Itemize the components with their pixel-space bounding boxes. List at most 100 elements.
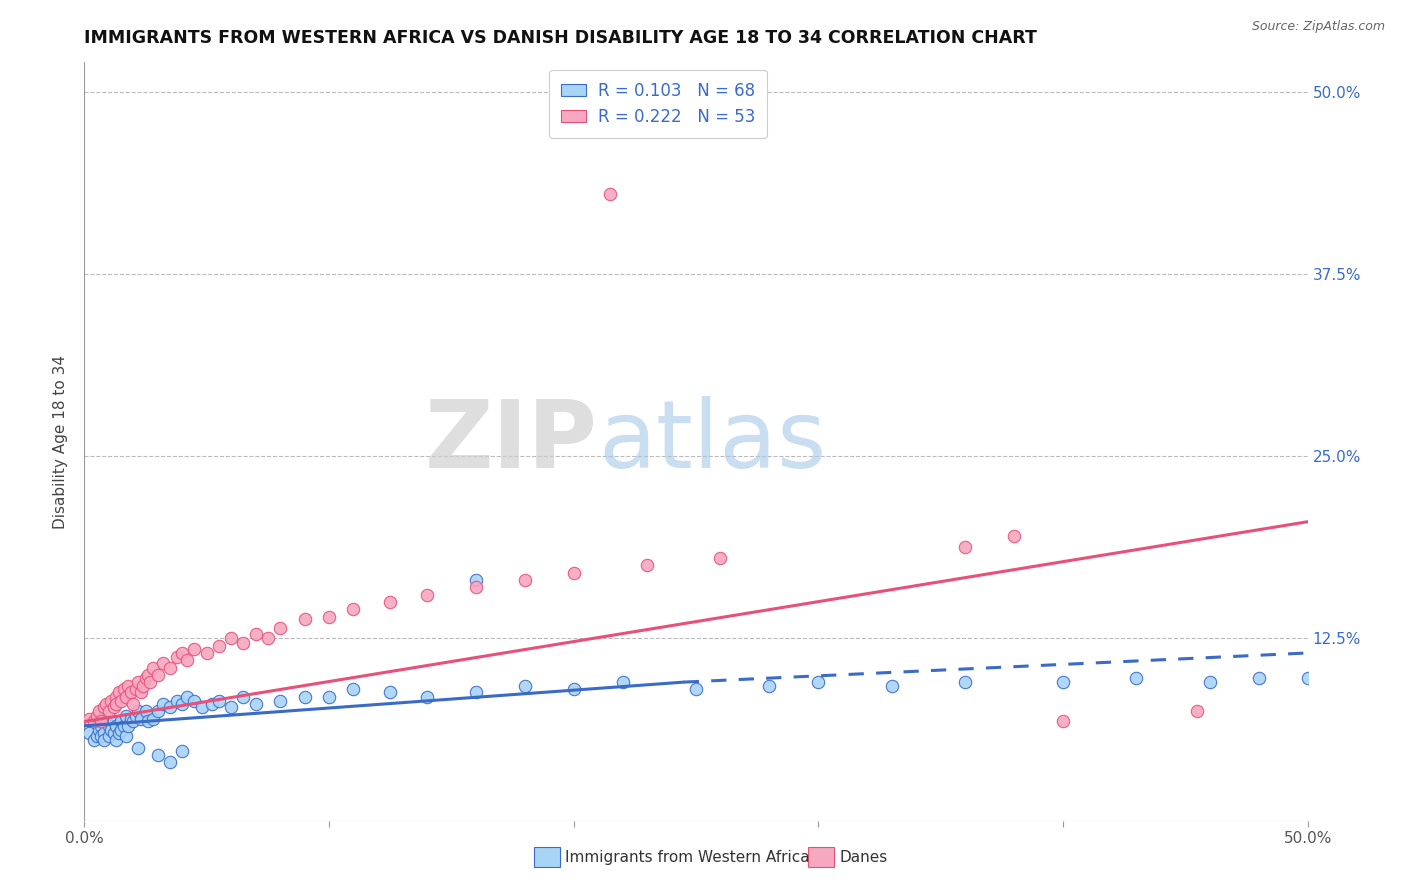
Y-axis label: Disability Age 18 to 34: Disability Age 18 to 34 <box>53 354 69 529</box>
Point <box>110 714 132 729</box>
Point <box>1052 714 1074 729</box>
Point <box>294 690 316 704</box>
Point <box>105 733 128 747</box>
Point <box>77 712 100 726</box>
Point <box>880 680 903 694</box>
Point <box>208 639 231 653</box>
Point <box>709 551 731 566</box>
Text: ZIP: ZIP <box>425 395 598 488</box>
Point <box>100 694 122 708</box>
Point <box>219 632 242 646</box>
Point <box>159 756 181 770</box>
Point <box>135 704 157 718</box>
Point <box>136 714 159 729</box>
Point <box>115 708 138 723</box>
Point <box>90 729 112 743</box>
Point <box>127 740 149 755</box>
Point <box>294 612 316 626</box>
Point <box>159 699 181 714</box>
Point <box>96 697 118 711</box>
Point <box>232 636 254 650</box>
Point <box>96 714 118 729</box>
Point <box>122 697 145 711</box>
Point <box>380 595 402 609</box>
Point <box>172 646 194 660</box>
Point <box>83 733 105 747</box>
Point <box>87 704 110 718</box>
Point <box>100 723 122 738</box>
Point <box>86 708 108 723</box>
Point <box>125 682 148 697</box>
Point <box>464 685 486 699</box>
Point <box>685 682 707 697</box>
Point <box>139 675 162 690</box>
Point <box>176 690 198 704</box>
Point <box>1052 675 1074 690</box>
Point <box>172 697 194 711</box>
Point <box>342 602 364 616</box>
Point <box>129 712 152 726</box>
Point <box>166 650 188 665</box>
Point <box>245 697 267 711</box>
Point <box>97 729 120 743</box>
Point <box>146 668 169 682</box>
Point <box>807 675 830 690</box>
Point <box>125 708 148 723</box>
Point <box>120 685 142 699</box>
Point <box>77 726 100 740</box>
Point <box>562 566 585 580</box>
Point <box>97 704 120 718</box>
Point <box>129 685 152 699</box>
Point <box>120 712 142 726</box>
Point <box>464 580 486 594</box>
Point <box>107 726 129 740</box>
Text: Source: ZipAtlas.com: Source: ZipAtlas.com <box>1251 20 1385 33</box>
Point <box>191 699 214 714</box>
Point <box>112 719 135 733</box>
Legend: R = 0.103   N = 68, R = 0.222   N = 53: R = 0.103 N = 68, R = 0.222 N = 53 <box>550 70 766 137</box>
Point <box>132 680 155 694</box>
Point <box>83 714 105 729</box>
Text: IMMIGRANTS FROM WESTERN AFRICA VS DANISH DISABILITY AGE 18 TO 34 CORRELATION CHA: IMMIGRANTS FROM WESTERN AFRICA VS DANISH… <box>84 29 1038 47</box>
Point <box>269 694 291 708</box>
Point <box>103 714 125 729</box>
Point <box>135 671 157 685</box>
Point <box>513 573 536 587</box>
Point <box>146 747 169 762</box>
Point <box>93 733 115 747</box>
Point <box>97 719 120 733</box>
Point <box>103 726 125 740</box>
Point <box>152 697 174 711</box>
Point <box>318 690 340 704</box>
Point <box>115 729 138 743</box>
Text: atlas: atlas <box>598 395 827 488</box>
Point <box>1247 671 1270 685</box>
Point <box>1198 675 1220 690</box>
Point <box>107 685 129 699</box>
Point <box>245 627 267 641</box>
Point <box>117 680 139 694</box>
Point <box>758 680 780 694</box>
Point <box>152 656 174 670</box>
Point <box>1296 671 1319 685</box>
Point <box>142 712 165 726</box>
Point <box>146 704 169 718</box>
Point <box>200 697 222 711</box>
Point <box>342 682 364 697</box>
Point <box>176 653 198 667</box>
Point <box>172 744 194 758</box>
Point <box>166 694 188 708</box>
Point <box>612 675 634 690</box>
Point <box>208 694 231 708</box>
Point <box>183 641 205 656</box>
Point <box>127 675 149 690</box>
Point <box>219 699 242 714</box>
Point <box>117 719 139 733</box>
Point <box>93 726 115 740</box>
Text: Immigrants from Western Africa: Immigrants from Western Africa <box>565 850 810 864</box>
Point <box>103 699 125 714</box>
Point <box>636 558 658 573</box>
Point <box>159 660 181 674</box>
Point <box>416 690 439 704</box>
Point <box>195 646 218 660</box>
